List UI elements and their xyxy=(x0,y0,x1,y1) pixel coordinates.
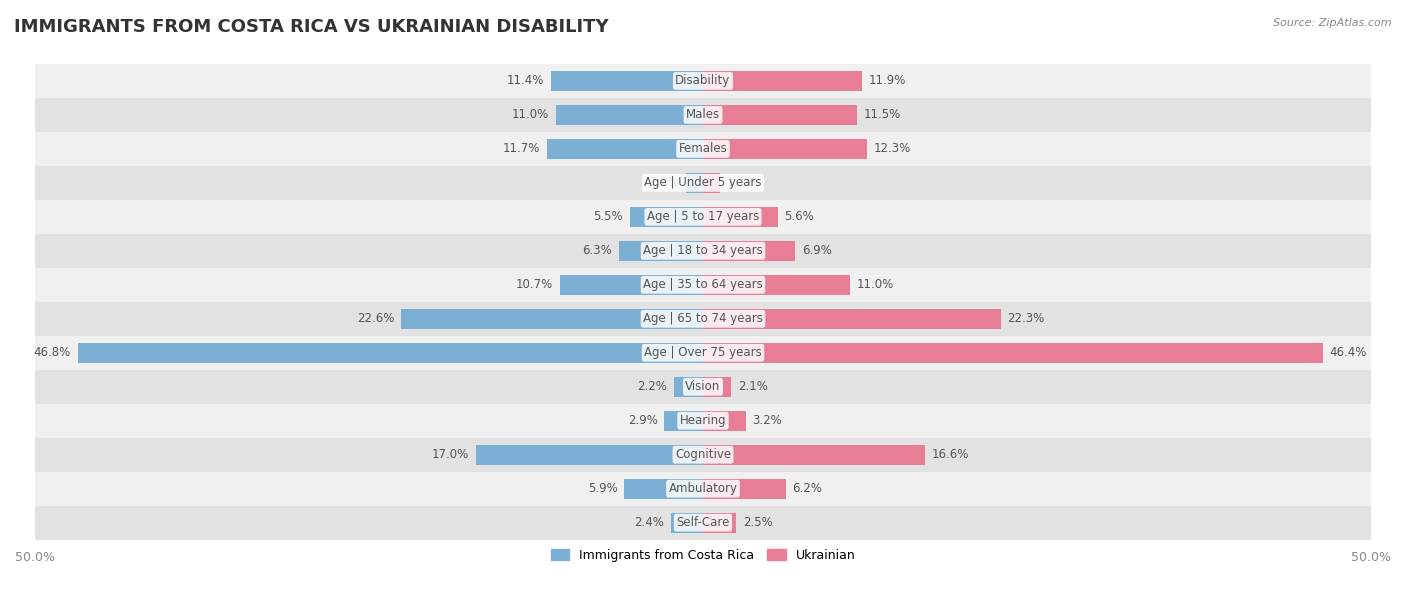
Text: 2.5%: 2.5% xyxy=(744,516,773,529)
Bar xyxy=(703,445,925,465)
Text: 6.2%: 6.2% xyxy=(793,482,823,495)
Text: 2.4%: 2.4% xyxy=(634,516,664,529)
Text: Disability: Disability xyxy=(675,75,731,88)
Text: 22.3%: 22.3% xyxy=(1008,312,1045,326)
Text: 1.3%: 1.3% xyxy=(650,176,679,189)
Bar xyxy=(35,472,1371,506)
Text: Self-Care: Self-Care xyxy=(676,516,730,529)
Text: 10.7%: 10.7% xyxy=(516,278,554,291)
Text: Females: Females xyxy=(679,143,727,155)
Text: Males: Males xyxy=(686,108,720,121)
Text: 5.5%: 5.5% xyxy=(593,211,623,223)
Bar xyxy=(703,275,851,294)
Text: 5.6%: 5.6% xyxy=(785,211,814,223)
Text: 11.5%: 11.5% xyxy=(863,108,901,121)
Text: 2.2%: 2.2% xyxy=(637,380,666,394)
Bar xyxy=(703,377,731,397)
Bar xyxy=(703,241,796,261)
Bar xyxy=(77,343,703,363)
Bar xyxy=(35,132,1371,166)
Bar xyxy=(703,207,778,226)
Text: 16.6%: 16.6% xyxy=(931,448,969,461)
Bar xyxy=(703,513,737,532)
Text: 5.9%: 5.9% xyxy=(588,482,617,495)
Bar xyxy=(475,445,703,465)
Text: Source: ZipAtlas.com: Source: ZipAtlas.com xyxy=(1274,18,1392,28)
Bar xyxy=(703,173,720,193)
Bar xyxy=(35,506,1371,540)
Bar xyxy=(671,513,703,532)
Bar xyxy=(35,404,1371,438)
Bar xyxy=(35,268,1371,302)
Bar xyxy=(35,64,1371,98)
Bar xyxy=(703,71,862,91)
Bar xyxy=(630,207,703,226)
Text: 3.2%: 3.2% xyxy=(752,414,782,427)
Text: Age | Under 5 years: Age | Under 5 years xyxy=(644,176,762,189)
Bar xyxy=(35,166,1371,200)
Text: IMMIGRANTS FROM COSTA RICA VS UKRAINIAN DISABILITY: IMMIGRANTS FROM COSTA RICA VS UKRAINIAN … xyxy=(14,18,609,36)
Text: 12.3%: 12.3% xyxy=(875,143,911,155)
Bar xyxy=(703,309,1001,329)
Bar xyxy=(547,139,703,159)
Text: 11.0%: 11.0% xyxy=(512,108,550,121)
Bar xyxy=(551,71,703,91)
Bar xyxy=(686,173,703,193)
Text: 2.9%: 2.9% xyxy=(627,414,658,427)
Bar xyxy=(555,105,703,125)
Bar xyxy=(673,377,703,397)
Bar xyxy=(703,343,1323,363)
Text: Hearing: Hearing xyxy=(679,414,727,427)
Text: Vision: Vision xyxy=(685,380,721,394)
Bar xyxy=(35,200,1371,234)
Text: 11.7%: 11.7% xyxy=(502,143,540,155)
Bar xyxy=(35,234,1371,268)
Text: Age | 65 to 74 years: Age | 65 to 74 years xyxy=(643,312,763,326)
Bar xyxy=(703,479,786,499)
Text: Age | 5 to 17 years: Age | 5 to 17 years xyxy=(647,211,759,223)
Text: Age | 35 to 64 years: Age | 35 to 64 years xyxy=(643,278,763,291)
Text: 22.6%: 22.6% xyxy=(357,312,395,326)
Text: Age | Over 75 years: Age | Over 75 years xyxy=(644,346,762,359)
Text: 11.9%: 11.9% xyxy=(869,75,905,88)
Bar xyxy=(703,411,745,431)
Bar xyxy=(560,275,703,294)
Bar xyxy=(35,438,1371,472)
Text: 2.1%: 2.1% xyxy=(738,380,768,394)
Bar xyxy=(624,479,703,499)
Text: 11.0%: 11.0% xyxy=(856,278,894,291)
Bar xyxy=(35,336,1371,370)
Text: 6.9%: 6.9% xyxy=(801,244,832,257)
Bar xyxy=(35,302,1371,336)
Bar xyxy=(703,105,856,125)
Bar xyxy=(619,241,703,261)
Bar xyxy=(35,370,1371,404)
Text: Cognitive: Cognitive xyxy=(675,448,731,461)
Text: 11.4%: 11.4% xyxy=(506,75,544,88)
Bar xyxy=(35,98,1371,132)
Legend: Immigrants from Costa Rica, Ukrainian: Immigrants from Costa Rica, Ukrainian xyxy=(546,543,860,567)
Text: Ambulatory: Ambulatory xyxy=(668,482,738,495)
Text: Age | 18 to 34 years: Age | 18 to 34 years xyxy=(643,244,763,257)
Text: 46.8%: 46.8% xyxy=(34,346,72,359)
Bar xyxy=(401,309,703,329)
Text: 1.3%: 1.3% xyxy=(727,176,756,189)
Text: 17.0%: 17.0% xyxy=(432,448,470,461)
Bar xyxy=(703,139,868,159)
Text: 46.4%: 46.4% xyxy=(1330,346,1367,359)
Text: 6.3%: 6.3% xyxy=(582,244,612,257)
Bar xyxy=(664,411,703,431)
